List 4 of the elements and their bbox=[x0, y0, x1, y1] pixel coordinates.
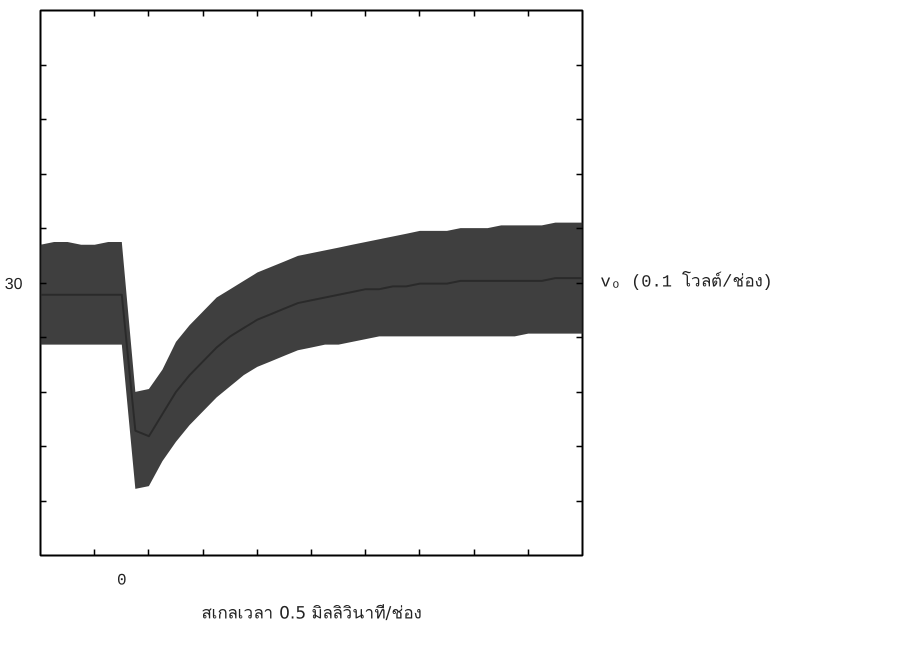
x-axis-title: สเกลเวลา 0.5 มิลลิวินาที/ช่อง bbox=[202, 604, 422, 624]
text: 30 bbox=[4, 276, 23, 293]
text: 0 bbox=[117, 572, 127, 590]
y-axis-title: vₒ (0.1 โวลต์/ช่อง) bbox=[600, 270, 773, 292]
